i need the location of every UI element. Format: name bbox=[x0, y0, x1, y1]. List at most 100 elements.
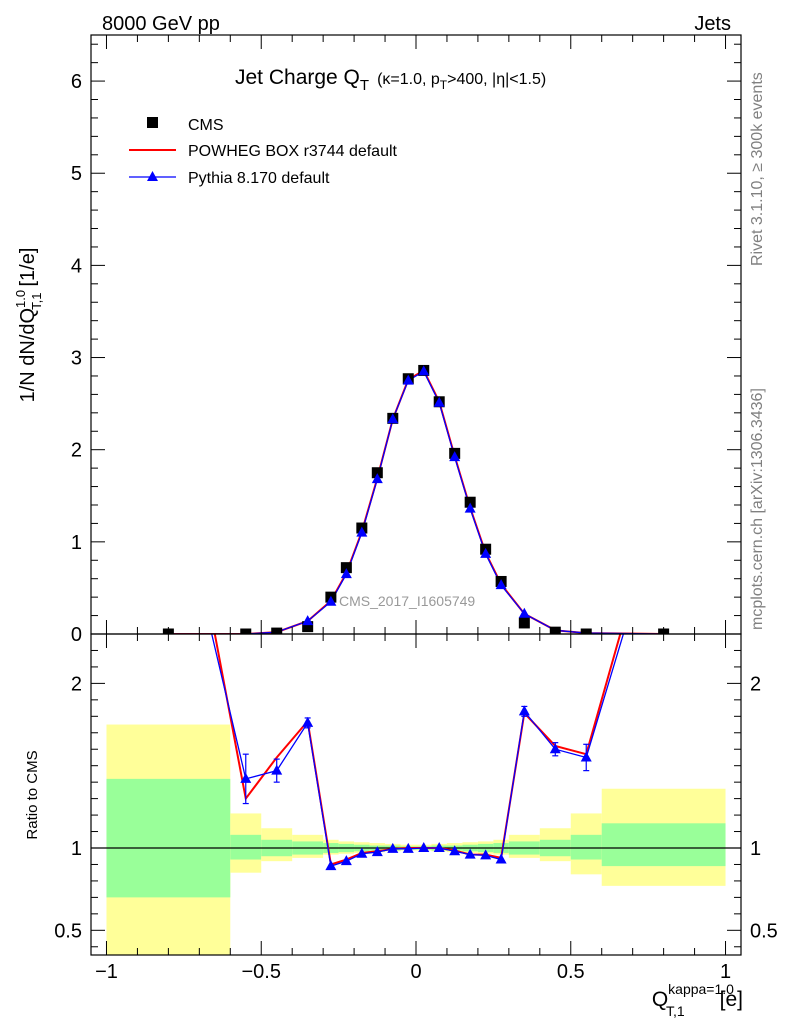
cms-data-point bbox=[302, 621, 314, 633]
cms-data-point bbox=[518, 617, 530, 629]
title-detail-sub: T bbox=[440, 78, 448, 92]
ratio-pythia-marker bbox=[480, 849, 492, 860]
top-y-tick-label: 4 bbox=[71, 255, 82, 277]
x-tick-label: 0.5 bbox=[557, 961, 585, 983]
ratio-y-tick-label-right: 2 bbox=[750, 673, 761, 695]
ratio-pythia-marker bbox=[402, 842, 414, 853]
ratio-pythia-marker bbox=[302, 716, 314, 727]
main-series-group bbox=[162, 364, 670, 634]
legend-cms-label: CMS bbox=[188, 117, 224, 134]
x-tick-label: 0 bbox=[410, 961, 421, 983]
ratio-pythia-marker bbox=[325, 860, 337, 871]
inner-band-bin bbox=[601, 823, 726, 867]
legend-pythia-marker bbox=[147, 171, 158, 181]
xlabel-sup: kappa=1.0 bbox=[668, 981, 734, 997]
pythia-marker bbox=[302, 615, 314, 626]
cms-data-point bbox=[240, 628, 252, 634]
header-right: Jets bbox=[694, 13, 731, 35]
inner-band-bin bbox=[230, 834, 262, 860]
x-tick-label: −0.5 bbox=[241, 961, 280, 983]
pythia-marker bbox=[325, 595, 337, 606]
ratio-pythia-marker bbox=[433, 842, 445, 852]
top-y-tick-label: 2 bbox=[71, 440, 82, 462]
header-left: 8000 GeV pp bbox=[102, 13, 220, 35]
legend-powheg-label: POWHEG BOX r3744 default bbox=[188, 143, 398, 160]
pythia-marker bbox=[495, 579, 507, 590]
ratio-pythia-marker bbox=[580, 751, 592, 762]
title-detail: (κ=1.0, p bbox=[377, 71, 440, 88]
ratio-y-tick-label: 1 bbox=[71, 838, 82, 860]
axis-tick-labels: 0 1 2 3 4 5 6 −1 −0.5 0 0.5 1 0.5 0.5 1 1 2 2 bbox=[54, 71, 778, 983]
ratio-uncertainty-bands bbox=[106, 724, 726, 955]
ratio-pythia-marker bbox=[271, 764, 283, 775]
cms-data-point bbox=[340, 562, 352, 574]
xlabel-sub: T,1 bbox=[666, 1003, 685, 1019]
pythia-marker bbox=[449, 451, 461, 462]
top-y-tick-label: 0 bbox=[71, 624, 82, 646]
ratio-y-axis-label: Ratio to CMS bbox=[24, 750, 41, 839]
pythia-marker bbox=[433, 396, 445, 407]
ratio-pythia-marker bbox=[356, 847, 368, 858]
x-tick-label: −1 bbox=[95, 961, 118, 983]
ratio-series-group bbox=[211, 634, 625, 871]
inner-band-bin bbox=[106, 778, 231, 898]
ratio-pythia-marker bbox=[464, 848, 476, 859]
inner-band-bin bbox=[570, 834, 602, 860]
x-axis-label: Qkappa=1.0 T,1 [e] bbox=[652, 981, 743, 1019]
mcplots-info: mcplots.cern.ch [arXiv:1306.3436] bbox=[749, 388, 766, 630]
ratio-pythia-marker bbox=[549, 743, 561, 754]
pythia-marker bbox=[480, 547, 492, 558]
ratio-pythia-marker bbox=[449, 845, 461, 856]
top-y-tick-label: 5 bbox=[71, 163, 82, 185]
analysis-watermark: CMS_2017_I1605749 bbox=[339, 593, 475, 609]
main-series-line bbox=[168, 370, 664, 634]
ratio-y-tick-label: 2 bbox=[71, 673, 82, 695]
ratio-y-tick-label-right: 0.5 bbox=[750, 920, 778, 942]
ratio-y-tick-label: 0.5 bbox=[54, 920, 82, 942]
ratio-pythia-marker bbox=[418, 842, 430, 852]
ylabel-main: 1/N dN/dQ bbox=[17, 308, 39, 402]
xlabel-unit: [e] bbox=[720, 988, 743, 1011]
ratio-series-line bbox=[211, 634, 625, 867]
pythia-marker bbox=[371, 473, 383, 484]
title-detail-rest: >400, |η|<1.5) bbox=[447, 71, 546, 88]
ratio-pythia-marker bbox=[495, 853, 507, 864]
rivet-info: Rivet 3.1.10, ≥ 300k events bbox=[749, 72, 766, 266]
pythia-marker bbox=[464, 502, 476, 513]
ratio-pythia-marker bbox=[387, 842, 399, 853]
top-y-tick-label: 3 bbox=[71, 348, 82, 370]
pythia-marker bbox=[356, 526, 368, 537]
legend: CMS POWHEG BOX r3744 default Pythia 8.17… bbox=[129, 117, 398, 187]
axis-ticks bbox=[91, 35, 741, 955]
ratio-pythia-marker bbox=[340, 855, 352, 866]
legend-cms-marker bbox=[147, 117, 158, 128]
legend-pythia-label: Pythia 8.170 default bbox=[188, 170, 330, 187]
ylabel-sup: 1.0 bbox=[13, 290, 28, 308]
pythia-marker bbox=[418, 365, 430, 376]
title-sub: T bbox=[360, 77, 369, 94]
top-y-tick-label: 1 bbox=[71, 532, 82, 554]
cms-data-point bbox=[580, 628, 592, 634]
ylabel-unit: [1/e] bbox=[17, 248, 39, 287]
x-tick-label: 1 bbox=[720, 961, 731, 983]
pythia-marker bbox=[518, 607, 530, 618]
cms-data-point bbox=[371, 467, 383, 479]
pythia-marker bbox=[387, 413, 399, 424]
ratio-pythia-marker bbox=[240, 772, 252, 783]
chart-title: Jet Charge QT (κ=1.0, pT>400, |η|<1.5) bbox=[235, 66, 546, 94]
cms-data-point bbox=[549, 626, 561, 634]
ratio-y-tick-label-right: 1 bbox=[750, 838, 761, 860]
cms-data-point bbox=[271, 627, 283, 634]
xlabel-main: Q bbox=[652, 988, 668, 1011]
title-main: Jet Charge Q bbox=[235, 66, 360, 89]
ratio-pythia-marker bbox=[371, 846, 383, 857]
pythia-marker bbox=[402, 374, 414, 385]
top-y-axis-label: 1/N dN/dQ1.0T,1 [1/e] bbox=[13, 248, 44, 403]
ratio-pythia-marker bbox=[518, 705, 530, 716]
top-y-tick-label: 6 bbox=[71, 71, 82, 93]
ylabel-sub: T,1 bbox=[29, 293, 44, 310]
cms-data-point bbox=[464, 496, 476, 508]
pythia-marker bbox=[340, 568, 352, 579]
